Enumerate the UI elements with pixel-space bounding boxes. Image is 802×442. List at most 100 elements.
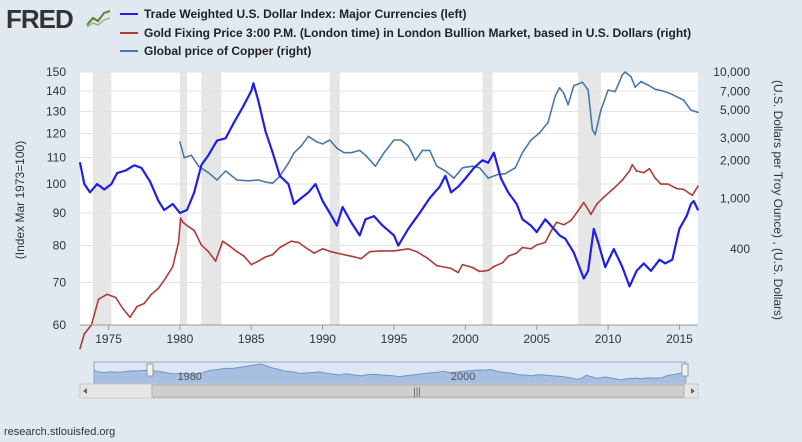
data-point <box>236 250 238 253</box>
data-point <box>96 183 98 185</box>
recession-bar <box>329 72 340 325</box>
data-point <box>216 179 218 181</box>
data-point <box>573 84 575 87</box>
data-point <box>453 177 455 179</box>
data-point <box>607 192 609 195</box>
data-point <box>664 262 666 265</box>
chart-area: 60 70 80 90 100 110 120 130 140 150 400 1,000 2,000… <box>13 65 785 399</box>
data-point <box>290 240 293 242</box>
data-point <box>300 197 303 199</box>
data-point <box>229 245 231 247</box>
x-tick-label: 2015 <box>666 332 693 346</box>
data-point <box>329 212 331 214</box>
scroll-right-arrow-icon[interactable] <box>691 388 695 394</box>
data-point <box>193 191 195 194</box>
right-tick-label: 5,000 <box>720 103 750 117</box>
data-point <box>330 250 333 253</box>
data-point <box>179 217 182 219</box>
data-point <box>668 92 671 94</box>
x-tick-label: 2000 <box>452 332 479 346</box>
data-point <box>487 269 490 272</box>
data-point <box>595 203 598 206</box>
left-tick-label: 130 <box>46 105 66 119</box>
data-point <box>507 255 510 257</box>
data-point <box>257 179 260 181</box>
data-point <box>597 241 599 243</box>
data-point <box>186 209 188 211</box>
data-point <box>397 244 400 247</box>
recession-bar <box>179 72 188 325</box>
recession-bar <box>201 72 222 325</box>
data-point <box>621 266 624 268</box>
fred-logo[interactable]: FRED <box>6 4 74 34</box>
left-axis-label: (Index Mar 1973=100) <box>13 141 27 259</box>
data-point <box>450 191 452 194</box>
data-point <box>129 316 131 319</box>
scroll-left-arrow-icon[interactable] <box>83 388 87 394</box>
navigator-handle-right[interactable] <box>681 363 689 377</box>
data-point <box>464 177 467 180</box>
left-tick-label: 100 <box>46 177 66 191</box>
data-point <box>521 218 524 221</box>
data-point <box>648 167 651 170</box>
data-point <box>236 179 238 181</box>
data-point <box>329 139 331 141</box>
source-link[interactable]: research.stlouisfed.org <box>4 426 116 438</box>
right-axis-ticks: 400 1,000 2,000 3,000 5,000 7,000 10,000 <box>713 65 750 256</box>
data-point <box>207 250 210 253</box>
legend-item-copper-price[interactable]: Global price of Copper (right) <box>120 44 311 58</box>
data-point <box>373 215 375 217</box>
right-tick-label: 7,000 <box>720 85 750 99</box>
data-point <box>614 186 616 188</box>
legend-swatch-gold-price <box>120 32 138 34</box>
data-point <box>544 241 547 244</box>
scrollbar-thumb[interactable] <box>151 384 685 398</box>
data-point <box>682 188 685 191</box>
legend-swatch-copper-price <box>120 50 138 52</box>
chart-trend-icon <box>86 8 112 28</box>
data-point <box>216 139 218 142</box>
data-point <box>631 163 634 166</box>
right-axis-label: (U.S. Dollars per Troy Ounce) , (U.S. Do… <box>771 80 785 320</box>
data-point <box>661 90 664 92</box>
navigator-handle-left[interactable] <box>146 363 154 377</box>
data-point <box>535 244 538 246</box>
legend-item-dollar-index[interactable]: Trade Weighted U.S. Dollar Index: Major … <box>120 7 467 21</box>
data-point <box>621 74 624 76</box>
data-point <box>691 194 694 197</box>
data-point <box>504 172 507 175</box>
data-point <box>563 224 565 226</box>
legend-label-gold-price: Gold Fixing Price 3:00 P.M. (London time… <box>144 26 692 40</box>
left-axis-ticks: 60 70 80 90 100 110 120 130 140 150 <box>46 65 66 332</box>
data-point <box>368 250 371 253</box>
data-point <box>103 188 106 191</box>
data-point <box>336 147 338 149</box>
legend-swatch-dollar-index <box>120 13 138 15</box>
data-point <box>287 183 290 185</box>
data-point <box>558 87 561 89</box>
data-point <box>444 175 447 177</box>
scrollbar-grip-icon: ||| <box>413 387 421 398</box>
data-point <box>640 80 642 83</box>
data-point <box>293 203 295 205</box>
data-point <box>418 212 421 214</box>
data-point <box>179 212 181 214</box>
data-point <box>271 182 274 184</box>
data-point <box>461 167 464 169</box>
data-point <box>550 224 552 227</box>
data-point <box>563 92 565 94</box>
data-point <box>501 262 504 264</box>
data-point <box>591 128 594 131</box>
data-point <box>607 89 609 91</box>
data-point <box>233 121 235 124</box>
left-tick-label: 80 <box>53 239 67 253</box>
data-point <box>697 209 699 211</box>
data-point <box>581 81 584 83</box>
legend-item-gold-price[interactable]: Gold Fixing Price 3:00 P.M. (London time… <box>120 26 691 40</box>
data-point <box>697 111 699 114</box>
data-point <box>314 183 317 185</box>
data-point <box>182 221 184 223</box>
data-point <box>136 305 138 308</box>
data-point <box>124 169 127 172</box>
data-point <box>360 257 363 260</box>
